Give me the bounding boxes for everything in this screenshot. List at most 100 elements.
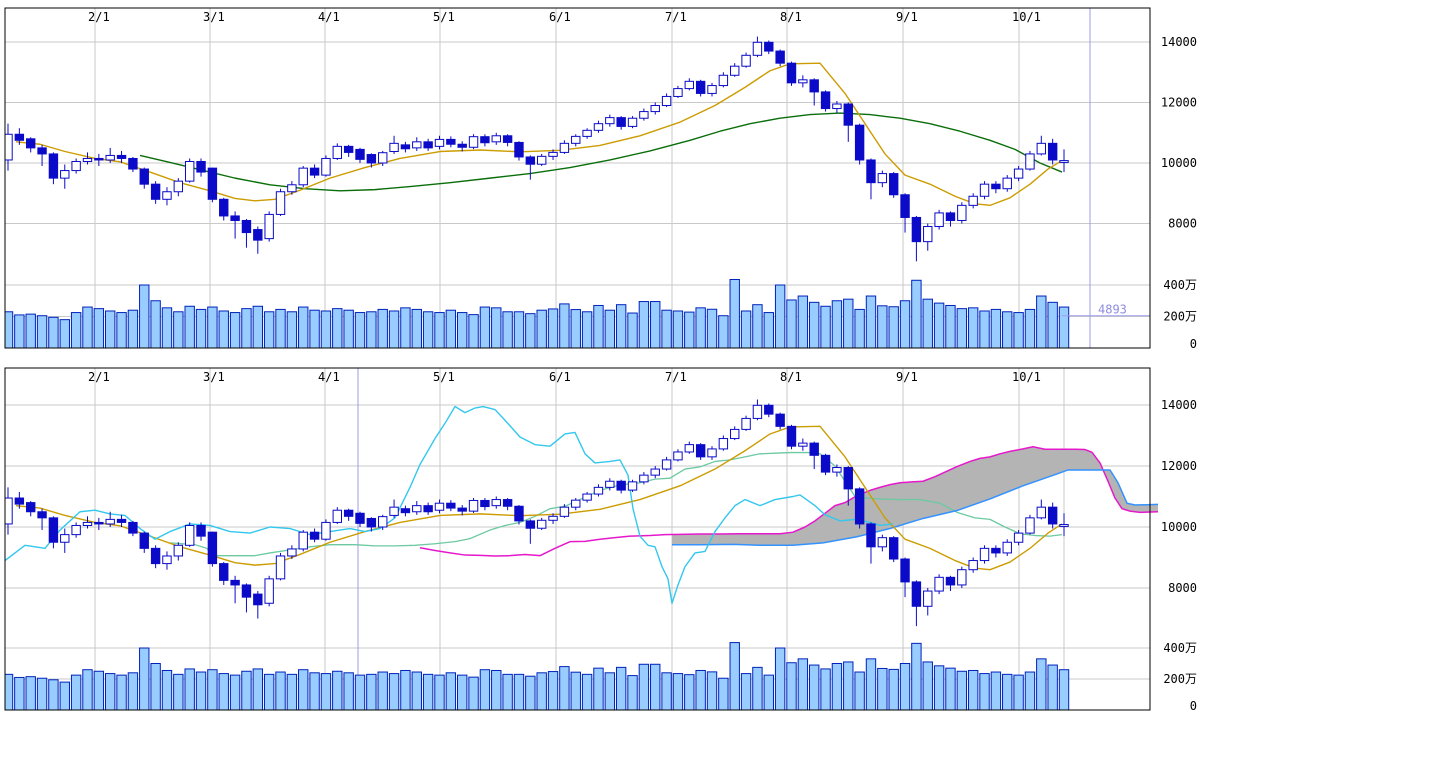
senkou-a-line xyxy=(419,446,1159,557)
volume-bar xyxy=(14,314,25,348)
candle-up xyxy=(661,459,672,470)
candle-up xyxy=(548,515,558,521)
candle-up xyxy=(1059,524,1069,527)
candle-up xyxy=(332,145,342,159)
plot-area[interactable] xyxy=(3,368,1159,710)
volume-bar xyxy=(343,309,354,348)
volume-bar xyxy=(536,672,547,710)
candle-up xyxy=(287,184,297,193)
candle-down xyxy=(991,547,1001,554)
volume-bar xyxy=(309,309,320,348)
candle-down xyxy=(843,467,853,490)
month-label: 6/1 xyxy=(549,10,571,24)
plot-area[interactable] xyxy=(3,8,1150,348)
volume-bar xyxy=(377,671,388,710)
volume-bar xyxy=(457,674,468,710)
candle-up xyxy=(105,518,115,525)
month-label: 9/1 xyxy=(896,370,918,384)
candle-up xyxy=(582,129,592,137)
candle-down xyxy=(150,183,161,200)
candle-down xyxy=(502,499,513,507)
volume-bar xyxy=(956,308,968,348)
candle-up xyxy=(60,534,70,543)
candle-up xyxy=(571,135,581,144)
candle-down xyxy=(48,517,59,543)
volume-bar xyxy=(139,647,150,710)
candle-up xyxy=(968,560,978,571)
month-label: 5/1 xyxy=(433,10,455,24)
candle-up xyxy=(582,493,592,501)
candle-up xyxy=(1013,532,1024,543)
volume-bar xyxy=(570,671,581,710)
candle-down xyxy=(854,488,865,525)
candle-up xyxy=(741,417,751,430)
candle-up xyxy=(832,103,842,110)
volume-bar xyxy=(434,674,445,710)
volume-bar xyxy=(695,307,706,348)
volume-bar xyxy=(229,312,241,348)
volume-bar xyxy=(150,663,161,710)
candle-down xyxy=(1047,142,1058,161)
candle-down xyxy=(809,442,819,456)
volume-bar xyxy=(275,671,286,710)
volume-bar xyxy=(752,666,763,710)
volume-bar xyxy=(25,676,36,710)
volume-bar xyxy=(502,311,513,348)
volume-bar xyxy=(479,306,491,348)
candle-up xyxy=(184,160,195,182)
volume-tick-label: 200万 xyxy=(1163,672,1197,686)
candle-up xyxy=(275,191,286,215)
volume-bar xyxy=(366,311,377,348)
price-tick-label: 12000 xyxy=(1161,96,1197,110)
volume-bar xyxy=(638,663,650,710)
price-tick-label: 8000 xyxy=(1168,581,1197,595)
candle-up xyxy=(1002,541,1012,554)
volume-bar xyxy=(967,669,979,710)
volume-bar xyxy=(491,307,502,348)
volume-bar xyxy=(945,304,956,348)
candle-up xyxy=(934,576,944,592)
candle-up xyxy=(877,537,888,548)
candle-down xyxy=(253,593,263,606)
candle-up xyxy=(571,499,581,508)
volume-bar xyxy=(843,298,854,348)
candle-up xyxy=(650,105,660,113)
volume-bar xyxy=(888,306,899,348)
volume-bar xyxy=(377,308,388,348)
price-tick-label: 14000 xyxy=(1161,398,1197,412)
candle-down xyxy=(355,148,365,160)
volume-bar xyxy=(218,673,229,710)
volume-bar xyxy=(195,308,207,348)
month-label: 3/1 xyxy=(203,370,225,384)
senkou-b-line xyxy=(672,469,1159,547)
volume-bar xyxy=(184,305,195,348)
candle-up xyxy=(321,521,331,540)
candle-down xyxy=(695,444,706,458)
volume-bar xyxy=(650,663,661,710)
candle-down xyxy=(502,135,513,143)
volume-bar xyxy=(684,674,695,710)
candle-up xyxy=(162,555,172,565)
volume-cursor-value: 4893 xyxy=(1098,303,1127,317)
volume-bars xyxy=(5,642,1070,710)
candle-down xyxy=(446,502,456,509)
volume-bar xyxy=(570,309,581,348)
volume-bar xyxy=(933,302,945,348)
candle-up xyxy=(412,141,422,149)
candle-up xyxy=(639,111,649,119)
volume-bar xyxy=(127,672,139,710)
candle-down xyxy=(525,520,536,529)
volume-bar xyxy=(559,303,570,348)
volume-bar xyxy=(127,309,139,348)
candle-down xyxy=(366,517,377,528)
candle-down xyxy=(820,454,831,473)
candle-up xyxy=(162,191,172,200)
candle-up xyxy=(491,499,501,507)
daily-chart-moving-averages[interactable]: 4893 2/1 3/1 4/1 5/1 6/1 7/1 8/1 9/1 10/1 14000 120… xyxy=(3,7,1197,351)
daily-chart-ichimoku[interactable]: 2/1 3/1 4/1 5/1 6/1 7/1 8/1 9/1 10/1 14000 12000 10… xyxy=(3,367,1197,713)
volume-bar xyxy=(797,295,809,348)
candle-down xyxy=(343,509,354,517)
volume-bar xyxy=(797,658,809,710)
